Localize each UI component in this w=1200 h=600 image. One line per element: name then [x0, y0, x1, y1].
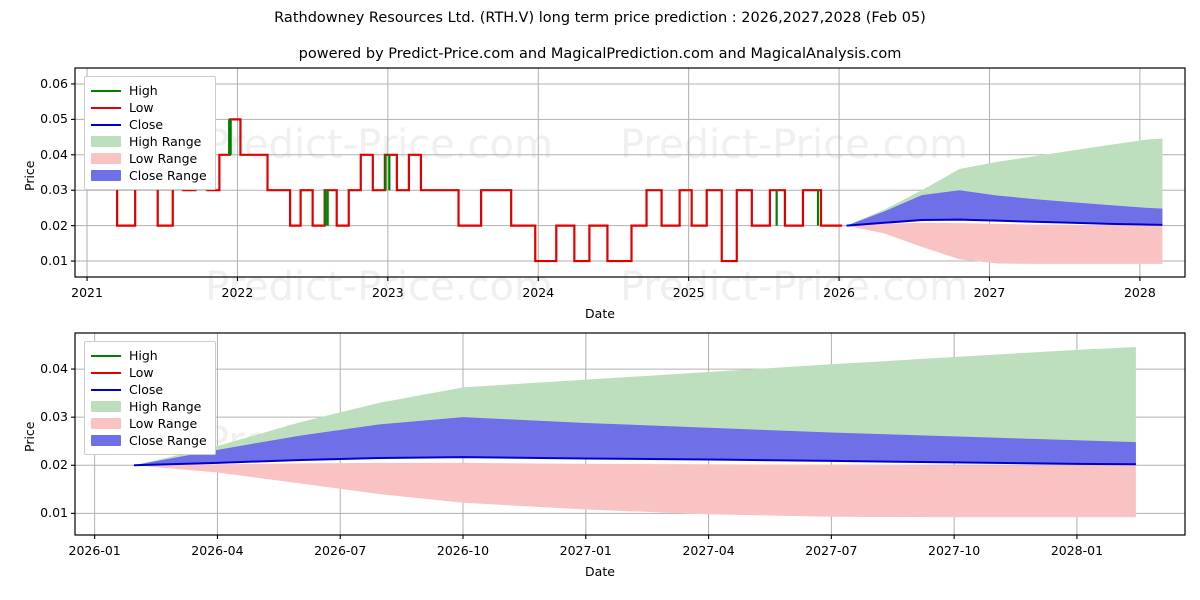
- watermark-text: Predict-Price.com: [205, 419, 553, 465]
- legend-item-low-range[interactable]: Low Range: [91, 150, 207, 167]
- band-low-range: [133, 462, 1136, 518]
- bottom-y-axis-label: Price: [22, 421, 37, 453]
- legend-label: Close Range: [129, 433, 207, 448]
- legend-label: High Range: [129, 134, 202, 149]
- top-y-tick-label: 0.02: [40, 217, 68, 233]
- legend-label: Low Range: [129, 151, 198, 166]
- legend-item-high[interactable]: High: [91, 82, 207, 99]
- legend-swatch-high-range-icon: [91, 401, 121, 412]
- legend-label: High: [129, 83, 158, 98]
- top-x-tick-label: 2028: [1123, 285, 1156, 300]
- top-y-tick-label: 0.01: [40, 253, 68, 269]
- top-x-tick-label: 2027: [973, 285, 1006, 300]
- bottom-x-tick-label: 2026-01: [68, 543, 121, 558]
- bottom-x-tick-label: 2027-01: [559, 543, 612, 558]
- top-chart-svg: Predict-Price.com Predict-Price.com Predic…: [71, 67, 1186, 310]
- legend-item-close-range[interactable]: Close Range: [91, 167, 207, 184]
- top-y-tick-label: 0.05: [40, 111, 68, 127]
- legend-swatch-high-range-icon: [91, 136, 121, 147]
- bottom-x-tick-label: 2027-10: [928, 543, 981, 558]
- legend-item-close[interactable]: Close: [91, 381, 207, 398]
- legend-swatch-low-icon: [91, 367, 121, 379]
- top-y-axis-label: Price: [22, 160, 37, 191]
- top-x-tick-label: 2026: [823, 285, 855, 300]
- bottom-x-tick-label: 2026-10: [436, 543, 490, 558]
- legend-item-high-range[interactable]: High Range: [91, 398, 207, 415]
- legend-label: Low Range: [129, 416, 198, 431]
- top-chart-legend: High Low Close High Range Low Range Close Ran…: [84, 76, 216, 190]
- bottom-y-tick-label: 0.02: [40, 457, 68, 473]
- bottom-x-tick-label: 2027-07: [805, 543, 858, 558]
- axes-frame: [74, 67, 1186, 278]
- series-line-close: [133, 456, 1136, 467]
- legend-swatch-low-range-icon: [91, 153, 121, 164]
- legend-swatch-high-icon: [91, 85, 121, 97]
- top-y-tick-label: 0.04: [40, 146, 68, 162]
- top-x-tick-label: 2025: [672, 285, 705, 300]
- bottom-y-tick-label: 0.01: [40, 505, 68, 521]
- legend-label: High: [129, 348, 158, 363]
- top-x-tick-label: 2023: [371, 285, 404, 300]
- watermark-text: Predict-Price.com: [620, 264, 968, 310]
- legend-swatch-close-icon: [91, 119, 121, 131]
- legend-item-low[interactable]: Low: [91, 364, 207, 381]
- legend-swatch-close-range-icon: [91, 435, 121, 446]
- legend-item-high[interactable]: High: [91, 347, 207, 364]
- watermark-text: Predict-Price.com: [205, 264, 553, 310]
- top-x-tick-label: 2021: [71, 285, 103, 300]
- legend-item-close-range[interactable]: Close Range: [91, 432, 207, 449]
- top-x-axis-label: Date: [585, 306, 615, 321]
- page-subtitle: powered by Predict-Price.com and Magical…: [298, 46, 902, 62]
- top-x-tick-label: 2022: [221, 285, 254, 300]
- bottom-y-tick-label: 0.04: [40, 361, 68, 377]
- series-line-low: [87, 118, 843, 263]
- watermark-text: Predict-Price.com: [620, 419, 968, 465]
- legend-label: Low: [129, 365, 154, 380]
- top-x-tick-label: 2024: [522, 285, 555, 300]
- legend-label: High Range: [129, 399, 202, 414]
- bottom-x-tick-label: 2026-04: [191, 543, 244, 558]
- legend-label: Close: [129, 117, 164, 132]
- series-line-close: [846, 218, 1163, 227]
- watermark-text: Predict-Price.com: [205, 122, 553, 168]
- legend-swatch-low-range-icon: [91, 418, 121, 429]
- bottom-x-tick-label: 2028-01: [1050, 543, 1104, 558]
- band-close-range: [846, 190, 1163, 226]
- top-y-tick-label: 0.03: [40, 182, 68, 198]
- bottom-x-tick-label: 2027-04: [682, 543, 735, 558]
- page-title: Rathdowney Resources Ltd. (RTH.V) long t…: [274, 10, 926, 26]
- legend-swatch-low-icon: [91, 102, 121, 114]
- legend-label: Low: [129, 100, 154, 115]
- band-close-range: [133, 417, 1136, 466]
- bottom-y-tick-label: 0.03: [40, 409, 68, 425]
- legend-item-high-range[interactable]: High Range: [91, 133, 207, 150]
- bottom-x-tick-label: 2026-07: [314, 543, 367, 558]
- bottom-chart-legend: High Low Close High Range Low Range Close Ran…: [84, 341, 216, 455]
- legend-item-low[interactable]: Low: [91, 99, 207, 116]
- bottom-x-axis-label: Date: [585, 564, 615, 579]
- legend-item-low-range[interactable]: Low Range: [91, 415, 207, 432]
- legend-swatch-close-icon: [91, 384, 121, 396]
- legend-swatch-close-range-icon: [91, 170, 121, 181]
- band-high-range: [133, 346, 1136, 466]
- legend-swatch-high-icon: [91, 350, 121, 362]
- legend-label: Close: [129, 382, 164, 397]
- top-y-tick-label: 0.06: [40, 75, 68, 91]
- band-low-range: [846, 222, 1163, 264]
- legend-label: Close Range: [129, 168, 207, 183]
- legend-item-close[interactable]: Close: [91, 116, 207, 133]
- watermark-text: Predict-Price.com: [620, 122, 968, 168]
- axes-frame: [74, 332, 1186, 536]
